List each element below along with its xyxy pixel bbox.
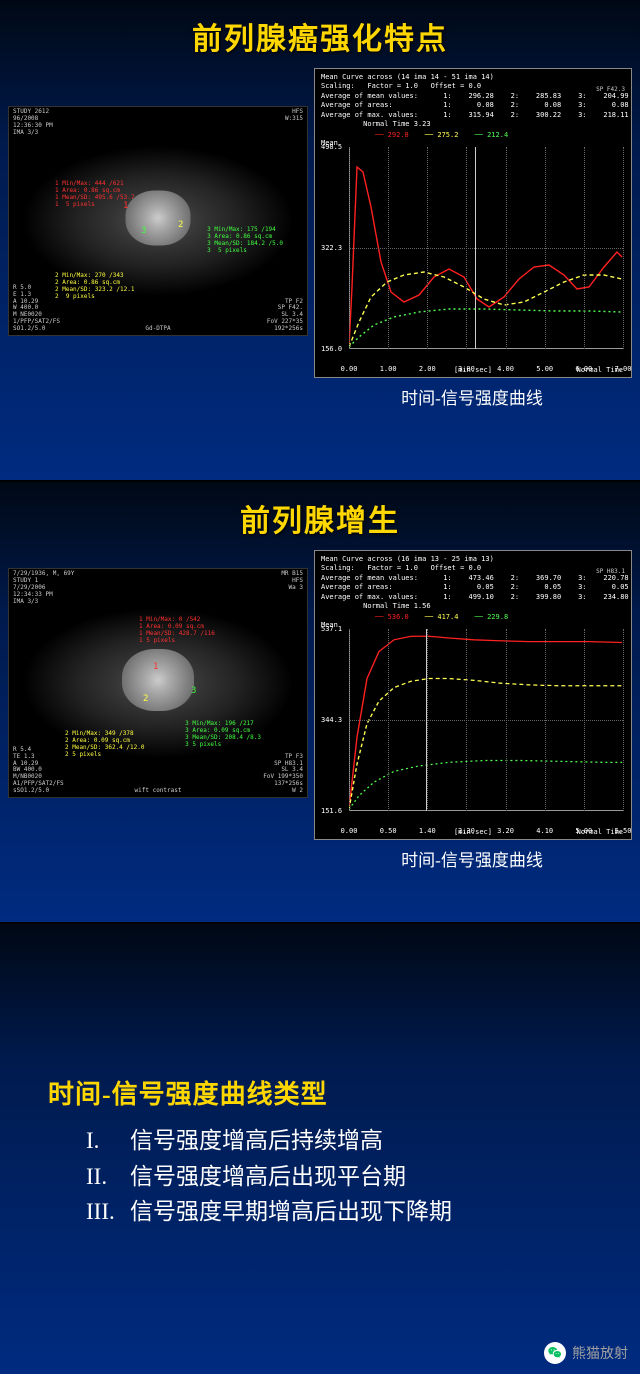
list-roman: III. xyxy=(86,1194,130,1230)
x-tick: 5.00 xyxy=(575,827,592,835)
list-item: II.信号强度增高后出现平台期 xyxy=(86,1159,640,1195)
x-tick: 2.30 xyxy=(458,827,475,835)
x-tick: 4.00 xyxy=(497,365,514,373)
mri1-meta-bc: Gd-DTPA xyxy=(145,326,170,333)
mri2-roi-yellow: 2 Min/Max: 349 /378 2 Area: 0.09 sq.cm 2… xyxy=(65,731,144,759)
x-tick: 5.50 xyxy=(615,827,632,835)
series-line xyxy=(349,272,622,347)
list-text: 信号强度增高后出现平台期 xyxy=(130,1164,406,1189)
mri2-roi-green: 3 Min/Max: 196 /217 3 Area: 0.09 sq.cm 3… xyxy=(185,721,261,749)
gridline-v xyxy=(623,147,624,349)
chart1-plot xyxy=(349,147,623,349)
y-tick: 498.5 xyxy=(321,143,342,151)
chart-panel-1: SP F42.3 Mean Curve across (14 ima 14 - … xyxy=(314,68,632,378)
legend-item: ── 292.8 xyxy=(375,131,409,139)
y-tick: 151.6 xyxy=(321,807,342,815)
mri2-roi-red: 1 Min/Max: 0 /542 1 Area: 0.09 sq.cm 1 M… xyxy=(139,617,215,645)
chart2-header: Mean Curve across (16 ima 13 - 25 ima 13… xyxy=(315,551,631,616)
x-tick: 3.00 xyxy=(458,365,475,373)
x-tick: 3.20 xyxy=(497,827,514,835)
x-tick: 1.00 xyxy=(380,365,397,373)
list-item: I.信号强度增高后持续增高 xyxy=(86,1123,640,1159)
gridline-h xyxy=(349,248,623,249)
mri1-meta-br: TP F2 SP F42. SL 3.4 FoV 227*35 192*256s xyxy=(267,299,303,333)
chart1-legend: ── 292.8 ── 275.2 ── 212.4 xyxy=(375,131,524,139)
slide1-title: 前列腺癌强化特点 xyxy=(0,0,640,58)
chart2-plot xyxy=(349,629,623,811)
mri2-meta-tr: MR B15 HFS Wa 3 xyxy=(281,571,303,592)
list-roman: I. xyxy=(86,1123,130,1159)
mri2-meta-tl: 7/29/1936, M, 69Y STUDY 1 7/29/2006 12:3… xyxy=(13,571,74,605)
mri-image-2: 1 2 3 7/29/1936, M, 69Y STUDY 1 7/29/200… xyxy=(8,568,308,798)
legend-item: ── 212.4 xyxy=(474,131,508,139)
chart-panel-2: SP H83.1 Mean Curve across (16 ima 13 - … xyxy=(314,550,632,840)
list-roman: II. xyxy=(86,1159,130,1195)
mri1-meta-tr: HFS W:315 xyxy=(285,109,303,123)
y-tick: 537.1 xyxy=(321,625,342,633)
list-item: III.信号强度早期增高后出现下降期 xyxy=(86,1194,640,1230)
series-line xyxy=(349,761,622,810)
list-text: 信号强度增高后持续增高 xyxy=(130,1128,383,1153)
legend-item: ── 229.8 xyxy=(474,613,508,621)
list-text: 信号强度早期增高后出现下降期 xyxy=(130,1199,452,1224)
roi2-marker-1: 1 xyxy=(153,662,158,672)
curve-type-list: I.信号强度增高后持续增高II.信号强度增高后出现平台期III.信号强度早期增高… xyxy=(0,1123,640,1230)
slide2-content-row: 1 2 3 7/29/1936, M, 69Y STUDY 1 7/29/200… xyxy=(0,540,640,840)
x-tick: 0.00 xyxy=(341,827,358,835)
mri1-roi-yellow: 2 Min/Max: 270 /343 2 Area: 0.86 sq.cm 2… xyxy=(55,273,134,301)
y-tick: 344.3 xyxy=(321,716,342,724)
x-tick: 6.00 xyxy=(575,365,592,373)
reference-line xyxy=(475,147,476,349)
legend-item: ── 417.4 xyxy=(425,613,459,621)
legend-item: ── 536.0 xyxy=(375,613,409,621)
chart1-header: Mean Curve across (14 ima 14 - 51 ima 14… xyxy=(315,69,631,134)
series-line xyxy=(349,309,622,347)
x-tick: 1.40 xyxy=(419,827,436,835)
x-tick: 4.10 xyxy=(536,827,553,835)
series-line xyxy=(349,167,622,347)
legend-item: ── 275.2 xyxy=(425,131,459,139)
mri1-roi-red: 1 Min/Max: 444 /621 1 Area: 0.86 sq.cm 1… xyxy=(55,181,134,209)
slide-prostate-cancer: 前列腺癌强化特点 1 2 3 STUDY 2612 96/2008 12:36:… xyxy=(0,0,640,480)
chart1-header-r: SP F42.3 xyxy=(596,87,625,94)
mri1-roi-green: 3 Min/Max: 175 /194 3 Area: 0.86 sq.cm 3… xyxy=(207,227,283,255)
chart2-legend: ── 536.0 ── 417.4 ── 229.8 xyxy=(375,613,524,621)
series-line xyxy=(349,636,622,809)
mri2-meta-bc: wift contrast xyxy=(135,788,182,795)
slide2-title: 前列腺增生 xyxy=(0,482,640,540)
slide1-content-row: 1 2 3 STUDY 2612 96/2008 12:36:30 PM IMA… xyxy=(0,58,640,378)
x-tick: 0.50 xyxy=(380,827,397,835)
gridline-v xyxy=(623,629,624,811)
reference-line xyxy=(426,629,427,811)
x-tick: 5.00 xyxy=(536,365,553,373)
x-tick: 2.00 xyxy=(419,365,436,373)
roi2-marker-3: 3 xyxy=(191,686,196,696)
slide3-title: 时间-信号强度曲线类型 xyxy=(0,924,640,1123)
mri-lesion-2 xyxy=(122,649,194,711)
series-line xyxy=(349,679,622,810)
chart2-header-r: SP H83.1 xyxy=(596,569,625,576)
wechat-icon xyxy=(544,1342,566,1364)
watermark-text: 熊猫放射 xyxy=(572,1343,628,1363)
mri1-meta-bl: R 5.0 E 1.3 A 10.29 W 400.0 M NE0020 1/P… xyxy=(13,285,60,333)
mri-image-1: 1 2 3 STUDY 2612 96/2008 12:36:30 PM IMA… xyxy=(8,106,308,336)
y-tick: 156.0 xyxy=(321,345,342,353)
watermark: 熊猫放射 xyxy=(544,1342,628,1364)
mri2-meta-bl: R 5.4 TE 1.3 A 10.29 BW 400.0 M/NB0020 A… xyxy=(13,747,64,795)
slide1-caption: 时间-信号强度曲线 xyxy=(312,384,632,409)
y-tick: 322.3 xyxy=(321,244,342,252)
x-tick: 7.00 xyxy=(615,365,632,373)
slide-curve-types: 时间-信号强度曲线类型 I.信号强度增高后持续增高II.信号强度增高后出现平台期… xyxy=(0,924,640,1374)
roi-marker-3: 3 xyxy=(141,226,146,236)
slide2-caption: 时间-信号强度曲线 xyxy=(312,846,632,871)
mri1-meta-tl: STUDY 2612 96/2008 12:36:30 PM IMA 3/3 xyxy=(13,109,53,137)
mri2-meta-br: TP F3 SP H83.1 SL 3.4 FoV 199*350 137*25… xyxy=(263,754,303,795)
roi2-marker-2: 2 xyxy=(143,694,148,704)
slide-prostate-hyperplasia: 前列腺增生 1 2 3 7/29/1936, M, 69Y STUDY 1 7/… xyxy=(0,482,640,922)
roi-marker-2: 2 xyxy=(178,220,183,230)
gridline-h xyxy=(349,720,623,721)
mri-lesion xyxy=(126,191,191,246)
x-tick: 0.00 xyxy=(341,365,358,373)
